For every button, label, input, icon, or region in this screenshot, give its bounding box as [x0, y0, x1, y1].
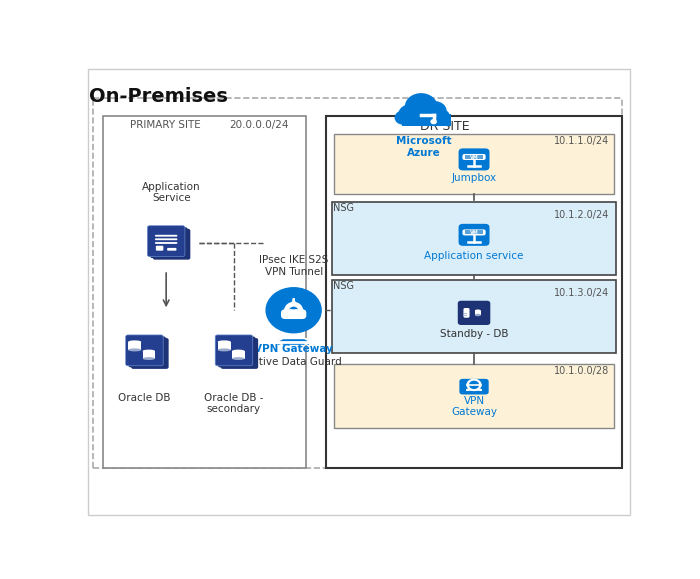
- Circle shape: [473, 389, 475, 391]
- Text: Jumpbox: Jumpbox: [452, 173, 496, 183]
- FancyBboxPatch shape: [458, 224, 489, 246]
- Circle shape: [405, 93, 438, 120]
- Bar: [332, 280, 617, 353]
- Circle shape: [466, 379, 482, 391]
- Text: On-Premises: On-Premises: [89, 87, 228, 107]
- FancyBboxPatch shape: [458, 301, 490, 325]
- Text: 10.1.3.0/24: 10.1.3.0/24: [554, 288, 610, 298]
- Text: VPN Gateway: VPN Gateway: [254, 344, 333, 354]
- Text: Application service: Application service: [424, 251, 524, 261]
- Circle shape: [265, 287, 322, 334]
- Ellipse shape: [232, 357, 244, 360]
- Text: Application
Service: Application Service: [142, 182, 201, 203]
- Bar: [332, 202, 617, 274]
- FancyBboxPatch shape: [167, 248, 176, 251]
- Circle shape: [398, 104, 422, 124]
- Circle shape: [469, 380, 480, 389]
- Ellipse shape: [218, 349, 231, 351]
- Circle shape: [395, 111, 412, 124]
- Text: 10.1.0.0/28: 10.1.0.0/28: [554, 366, 610, 376]
- FancyBboxPatch shape: [458, 148, 489, 170]
- Circle shape: [430, 119, 437, 124]
- Bar: [128, 342, 141, 350]
- Bar: [143, 351, 155, 358]
- Text: NSG: NSG: [333, 203, 354, 213]
- Circle shape: [480, 389, 482, 391]
- FancyBboxPatch shape: [148, 226, 185, 256]
- FancyBboxPatch shape: [215, 335, 253, 366]
- Bar: [335, 134, 614, 195]
- FancyBboxPatch shape: [155, 242, 177, 244]
- Text: Oracle DB: Oracle DB: [118, 393, 171, 403]
- Circle shape: [466, 389, 469, 391]
- FancyBboxPatch shape: [463, 154, 486, 160]
- Text: 10.1.1.0/24: 10.1.1.0/24: [554, 137, 610, 146]
- Bar: [464, 314, 467, 316]
- Ellipse shape: [143, 357, 155, 360]
- Ellipse shape: [232, 350, 244, 353]
- FancyBboxPatch shape: [459, 379, 489, 394]
- Bar: [103, 116, 306, 468]
- Text: Microsoft
Azure: Microsoft Azure: [396, 137, 452, 158]
- Text: Oracle DB -
secondary: Oracle DB - secondary: [204, 393, 264, 415]
- Text: 20.0.0.0/24: 20.0.0.0/24: [229, 120, 288, 130]
- Bar: [402, 113, 451, 126]
- Text: DR SITE: DR SITE: [420, 120, 469, 133]
- Bar: [464, 313, 467, 314]
- Bar: [475, 311, 481, 315]
- Bar: [326, 116, 622, 468]
- Text: 10.1.2.0/24: 10.1.2.0/24: [554, 210, 610, 220]
- FancyBboxPatch shape: [150, 228, 188, 258]
- FancyBboxPatch shape: [155, 235, 177, 237]
- FancyBboxPatch shape: [220, 338, 258, 369]
- FancyBboxPatch shape: [155, 239, 177, 240]
- Ellipse shape: [143, 350, 155, 353]
- FancyBboxPatch shape: [153, 229, 190, 259]
- Text: VM: VM: [470, 230, 478, 235]
- Text: PRIMARY SITE: PRIMARY SITE: [130, 120, 201, 130]
- Ellipse shape: [475, 314, 481, 316]
- Circle shape: [473, 232, 475, 233]
- Bar: [335, 364, 614, 428]
- Circle shape: [423, 101, 447, 121]
- Text: Active Data Guard: Active Data Guard: [246, 357, 342, 367]
- Ellipse shape: [218, 340, 231, 343]
- Bar: [232, 351, 244, 358]
- FancyBboxPatch shape: [281, 309, 307, 319]
- FancyBboxPatch shape: [126, 335, 163, 366]
- Ellipse shape: [475, 309, 481, 312]
- FancyBboxPatch shape: [131, 338, 169, 369]
- Circle shape: [473, 156, 475, 158]
- Circle shape: [433, 109, 450, 123]
- FancyBboxPatch shape: [128, 336, 166, 367]
- Ellipse shape: [128, 340, 141, 343]
- Circle shape: [473, 232, 475, 234]
- Ellipse shape: [128, 349, 141, 351]
- Circle shape: [473, 157, 475, 158]
- FancyBboxPatch shape: [463, 308, 470, 318]
- Text: Standby - DB: Standby - DB: [440, 329, 508, 339]
- Bar: [218, 342, 231, 350]
- Text: NSG: NSG: [333, 281, 354, 291]
- Text: IPsec IKE S2S
VPN Tunnel: IPsec IKE S2S VPN Tunnel: [259, 255, 328, 277]
- FancyBboxPatch shape: [156, 245, 163, 251]
- Text: VM: VM: [470, 155, 478, 160]
- FancyBboxPatch shape: [463, 229, 486, 236]
- Text: VPN
Gateway: VPN Gateway: [451, 395, 497, 417]
- Bar: [465, 155, 483, 159]
- Bar: [465, 230, 483, 234]
- FancyBboxPatch shape: [218, 336, 256, 367]
